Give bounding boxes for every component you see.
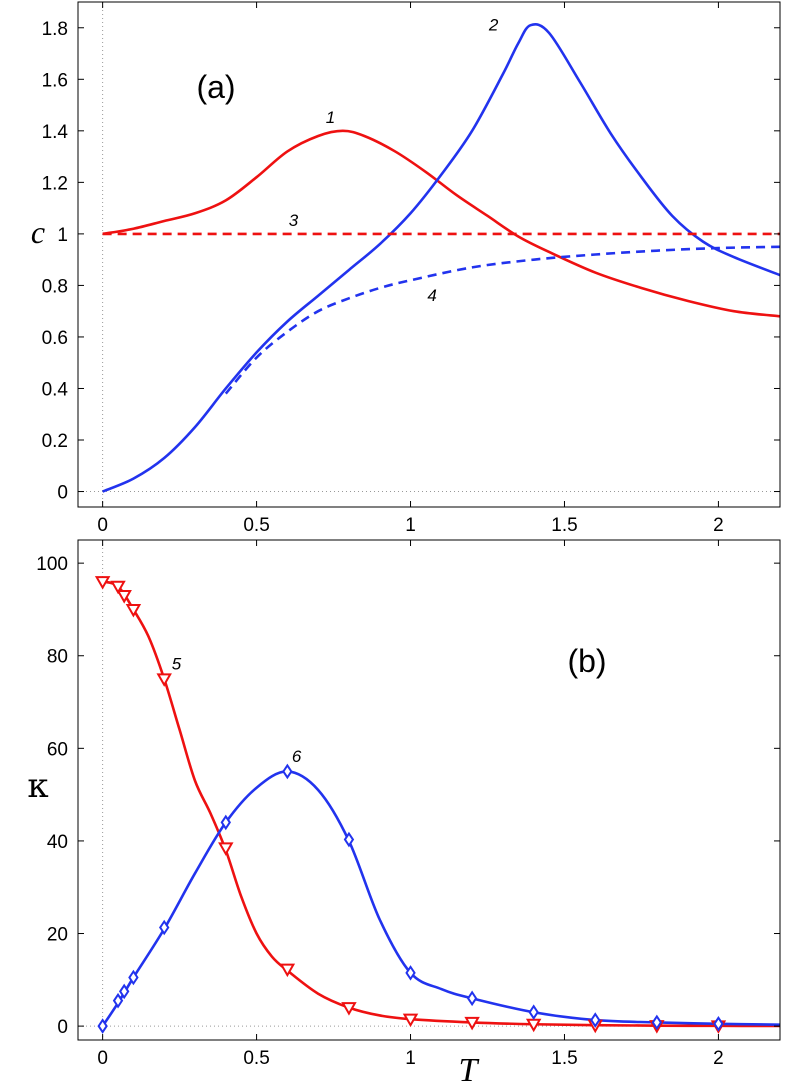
panel-b-ylabel: κ: [27, 766, 48, 806]
series-6-marker: [651, 1014, 663, 1031]
y-tick-label: 1: [57, 225, 68, 246]
y-tick-label: 1.6: [42, 70, 68, 91]
series-6-marker: [97, 1018, 108, 1034]
series-2-line: [102, 23, 780, 493]
series-5-marker: [341, 1002, 357, 1016]
x-tick-label: 0.5: [243, 515, 269, 536]
x-tick-label: 2: [713, 1048, 724, 1069]
y-tick-label: 0: [57, 483, 68, 504]
y-tick-label: 0: [57, 1017, 68, 1038]
x-tick-label: 1: [405, 515, 416, 536]
series-5-marker: [110, 580, 126, 595]
series-6-marker: [220, 814, 231, 831]
x-tick-label: 0: [97, 515, 108, 536]
y-tick-label: 0.2: [42, 431, 68, 452]
series-6-marker: [128, 969, 139, 986]
series-6-marker: [590, 1012, 601, 1028]
series-5-label: 5: [172, 655, 182, 674]
y-tick-label: 60: [47, 739, 68, 760]
series-6-marker: [405, 965, 416, 981]
series-2-label: 2: [488, 15, 499, 34]
series-1-line: [102, 129, 780, 318]
series-4-line: [224, 245, 780, 395]
panel-a: 0 0.5 1 1.5 2 0 0.2 0.4 0.6 0.8 1 1.2 1.4 1.6 1.8 c (a…: [31, 1, 781, 536]
x-tick-label: 2: [713, 515, 724, 536]
panel-a-ylabel: c: [31, 214, 45, 250]
series-6-marker: [713, 1015, 724, 1032]
series-5-line: [102, 580, 780, 1028]
series-5-marker: [125, 603, 142, 618]
y-tick-label: 100: [36, 554, 68, 575]
series-5-marker: [402, 1013, 419, 1028]
x-tick-label: 0.5: [243, 1048, 269, 1069]
series-6-marker: [528, 1004, 539, 1021]
panel-b-xlabel: T: [459, 1052, 480, 1089]
series-5-marker: [218, 842, 234, 856]
x-tick-label: 1.5: [551, 515, 577, 536]
series-6-marker: [118, 983, 130, 1000]
series-6-marker: [343, 831, 355, 848]
series-6-marker: [159, 919, 170, 936]
series-6-marker: [282, 763, 293, 780]
series-5-marker: [156, 673, 172, 687]
panel-a-frame: [77, 1, 781, 508]
x-tick-label: 0: [97, 1048, 108, 1069]
x-tick-label: 1: [405, 1048, 416, 1069]
series-5-marker: [94, 576, 111, 590]
y-tick-label: 40: [47, 832, 68, 853]
x-tick-label: 1.5: [551, 1048, 577, 1069]
series-3-label: 3: [289, 211, 299, 230]
series-5-marker: [116, 590, 132, 604]
y-tick-label: 0.6: [42, 328, 68, 349]
panel-a-label: (a): [196, 69, 235, 105]
series-4-label: 4: [427, 286, 436, 305]
series-6-marker: [466, 990, 478, 1007]
series-1-label: 1: [326, 108, 335, 127]
y-tick-label: 0.8: [42, 276, 68, 297]
y-tick-label: 1.4: [42, 122, 69, 143]
y-tick-label: 80: [47, 647, 68, 668]
y-tick-label: 1.8: [42, 19, 68, 40]
panel-b-label: (b): [567, 643, 606, 679]
panel-b-frame: [77, 539, 781, 1041]
series-5-marker: [464, 1016, 480, 1031]
y-tick-label: 20: [47, 925, 68, 946]
series-6-label: 6: [292, 747, 302, 766]
y-tick-label: 0.4: [42, 379, 69, 400]
y-tick-label: 1.2: [42, 173, 68, 194]
series-6-marker: [112, 992, 124, 1009]
series-5-marker: [279, 963, 296, 978]
